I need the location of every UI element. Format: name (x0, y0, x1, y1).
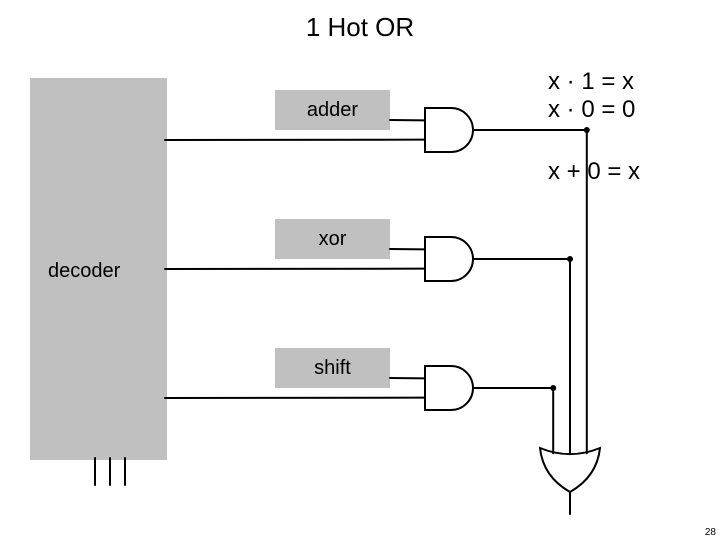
equation-and-0: x · 0 = 0 (548, 96, 635, 124)
adder-label: adder (307, 99, 358, 122)
equation-and-1: x · 1 = x (548, 68, 634, 96)
adder-block: adder (275, 90, 390, 130)
page-title: 1 Hot OR (0, 12, 720, 43)
page-number: 28 (705, 527, 716, 538)
shift-block: shift (275, 348, 390, 388)
shift-label: shift (314, 357, 351, 380)
decoder-label: decoder (48, 260, 120, 283)
xor-label: xor (319, 228, 347, 251)
equation-or-0: x + 0 = x (548, 158, 640, 186)
xor-block: xor (275, 219, 390, 259)
